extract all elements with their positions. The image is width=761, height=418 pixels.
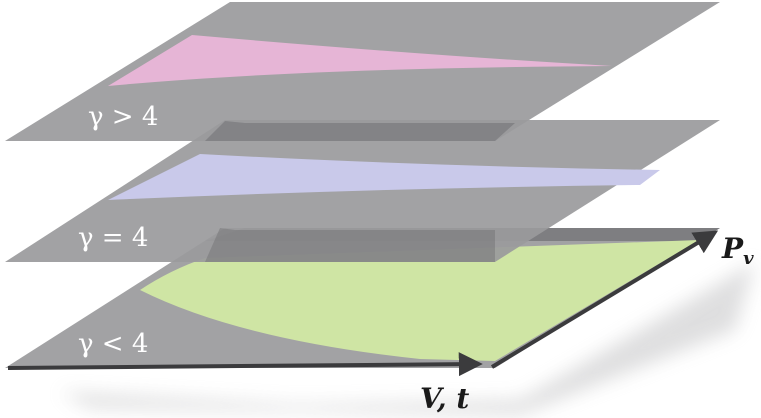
y-axis-line bbox=[490, 230, 719, 369]
plane-middle-overlap-shadow bbox=[205, 228, 495, 262]
y-axis-label-subscript: v bbox=[743, 248, 754, 269]
plane-bottom-label: γ < 4 bbox=[78, 329, 148, 359]
plane-top-surface bbox=[5, 2, 720, 141]
plane-middle-surface bbox=[5, 120, 720, 262]
plane-top: γ > 4 bbox=[5, 2, 720, 141]
axes: V, t Pv bbox=[7, 230, 754, 415]
y-axis-label-main: P bbox=[721, 232, 744, 265]
plane-top-label: γ > 4 bbox=[88, 102, 158, 132]
plane-top-overlap-shadow bbox=[205, 121, 515, 141]
region-bottom bbox=[140, 240, 699, 361]
plane-middle: γ = 4 bbox=[5, 120, 720, 262]
region-top bbox=[108, 35, 612, 86]
x-axis-label: V, t bbox=[420, 382, 469, 415]
plane-middle-label: γ = 4 bbox=[78, 223, 148, 253]
bottom-plane-shadow bbox=[60, 262, 755, 415]
plane-bottom: γ < 4 bbox=[5, 228, 720, 368]
y-axis-label: Pv bbox=[721, 232, 754, 269]
region-middle bbox=[108, 154, 660, 200]
x-axis-line bbox=[7, 352, 483, 377]
